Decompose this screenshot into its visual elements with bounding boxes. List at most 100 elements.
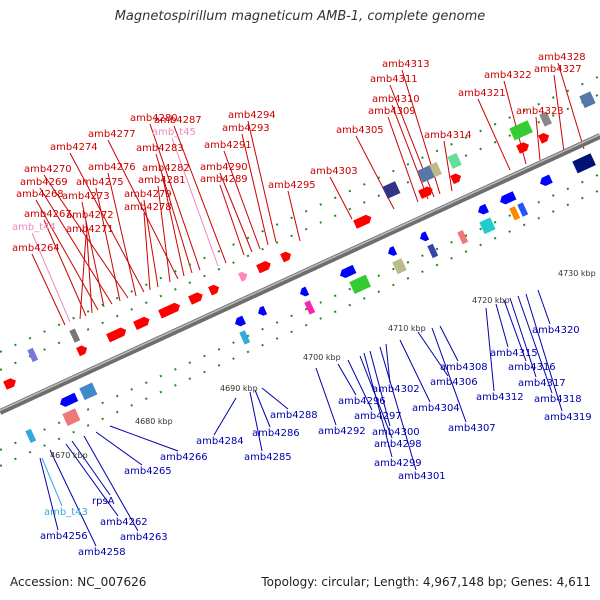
bottom-label-amb4256: amb4256 [40, 531, 88, 542]
bottom-gene-13-shape [62, 408, 81, 427]
top-label-amb4313: amb4313 [382, 59, 430, 70]
bottom-gene-18 [427, 243, 439, 259]
top-connector-9 [43, 174, 129, 299]
top-gene-14 [538, 133, 550, 144]
top-label-amb4281: amb4281 [138, 175, 186, 186]
top-label-amb4310: amb4310 [372, 94, 420, 105]
bottom-gene-5-shape [340, 264, 357, 279]
bottom-label-amb4296: amb4296 [338, 396, 386, 407]
bottom-gene-18-shape [427, 243, 439, 259]
bottom-gene-9 [500, 191, 517, 205]
bottom-gene-16-shape [349, 274, 372, 294]
top-label-amb4282: amb4282 [142, 163, 190, 174]
top-gene-8-shape [256, 261, 271, 274]
top-label-amb4283: amb4283 [136, 143, 184, 154]
bottom-gene-1-shape [79, 382, 98, 401]
top-gene-16 [69, 328, 81, 343]
bottom-connector-13 [337, 363, 357, 396]
bottom-connector-0 [39, 457, 59, 531]
top-label-amb4287: amb4287 [154, 115, 202, 126]
bottom-label-amb4312: amb4312 [476, 392, 524, 403]
top-connector-20 [173, 125, 227, 264]
top-gene-22-shape [539, 111, 552, 127]
top-label-amb_t44: amb_t44 [12, 222, 56, 233]
top-connector-29 [387, 116, 419, 203]
bottom-gene-0 [60, 392, 79, 407]
bottom-gene-21 [509, 206, 521, 221]
kbp-label-4: 4710 kbp [388, 324, 426, 333]
top-gene-3 [133, 316, 150, 330]
bottom-gene-14-shape [239, 330, 251, 345]
bottom-connector-25 [495, 303, 509, 348]
kbp-label-5: 4720 kbp [472, 296, 510, 305]
top-label-amb4274: amb4274 [50, 142, 98, 153]
top-gene-0 [3, 378, 16, 390]
bottom-gene-12-shape [25, 428, 37, 444]
bottom-gene-6 [388, 246, 398, 256]
top-label-amb4293: amb4293 [222, 123, 270, 134]
top-gene-6-shape [208, 284, 220, 296]
bottom-connector-1 [41, 457, 63, 507]
top-gene-17 [382, 181, 401, 199]
bottom-connector-26 [503, 299, 527, 362]
bottom-label-amb4306: amb4306 [430, 377, 478, 388]
top-connector-8 [95, 187, 121, 302]
top-connector-36 [535, 116, 541, 161]
top-gene-12-shape [450, 173, 462, 185]
top-gene-7 [238, 271, 248, 282]
bottom-connector-6 [95, 431, 143, 466]
position-labels: 4670 kbp 4680 kbp 4690 kbp 4700 kbp 4710 kbp… [50, 269, 596, 460]
bottom-connector-20 [399, 339, 431, 403]
top-gene-20 [447, 152, 462, 169]
top-connector-34 [477, 98, 511, 171]
top-gene-10-shape [353, 214, 372, 229]
bottom-connector-14 [347, 359, 373, 411]
top-connector-12 [143, 212, 151, 291]
bottom-connector-22 [431, 327, 467, 423]
bottom-gene-3 [258, 305, 268, 316]
bottom-gene-12 [25, 428, 37, 444]
top-gene-8 [256, 261, 271, 274]
bottom-gene-1 [79, 382, 98, 401]
top-gene-13 [516, 142, 529, 154]
bottom-connector-27 [509, 297, 537, 378]
top-label-amb4303: amb4303 [310, 166, 358, 177]
top-label-amb4275: amb4275 [76, 177, 124, 188]
top-label-amb4305: amb4305 [336, 125, 384, 136]
bottom-label-amb4265: amb4265 [124, 466, 172, 477]
bottom-connector-29 [525, 293, 563, 412]
bottom-label-amb4297: amb4297 [354, 411, 402, 422]
top-label-amb4290: amb4290 [200, 162, 248, 173]
top-label-amb4270: amb4270 [24, 164, 72, 175]
bottom-connector-19 [385, 343, 391, 384]
top-connector-26 [287, 190, 301, 242]
top-gene-23-shape [579, 91, 596, 109]
top-gene-11 [418, 186, 433, 199]
bottom-gene-5 [340, 264, 357, 279]
top-label-amb4322: amb4322 [484, 70, 532, 81]
top-gene-22 [539, 111, 552, 127]
bottom-gene-14 [239, 330, 251, 345]
bottom-connector-12 [315, 367, 337, 426]
top-connector-22 [219, 172, 253, 253]
top-gene-2 [106, 327, 127, 343]
top-gene-1 [76, 345, 88, 357]
bottom-label-amb4317: amb4317 [518, 378, 566, 389]
top-gene-18 [417, 165, 436, 183]
top-gene-7-shape [238, 271, 248, 282]
top-label-amb4280: amb4280 [130, 113, 178, 124]
bottom-connector-23 [439, 325, 459, 362]
bottom-gene-13 [62, 408, 81, 427]
top-label-amb4269: amb4269 [20, 177, 68, 188]
bottom-label-amb4315: amb4315 [490, 348, 538, 359]
top-label-amb4264: amb4264 [12, 243, 60, 254]
bottom-connector-7 [109, 425, 179, 452]
bottom-gene-16 [349, 274, 372, 294]
bottom-gene-6-shape [388, 246, 398, 256]
bottom-gene-15 [304, 300, 316, 315]
top-gene-1-shape [76, 345, 88, 357]
map-title: Magnetospirillum magneticum AMB-1, compl… [114, 9, 486, 24]
top-connector-37 [553, 74, 565, 153]
